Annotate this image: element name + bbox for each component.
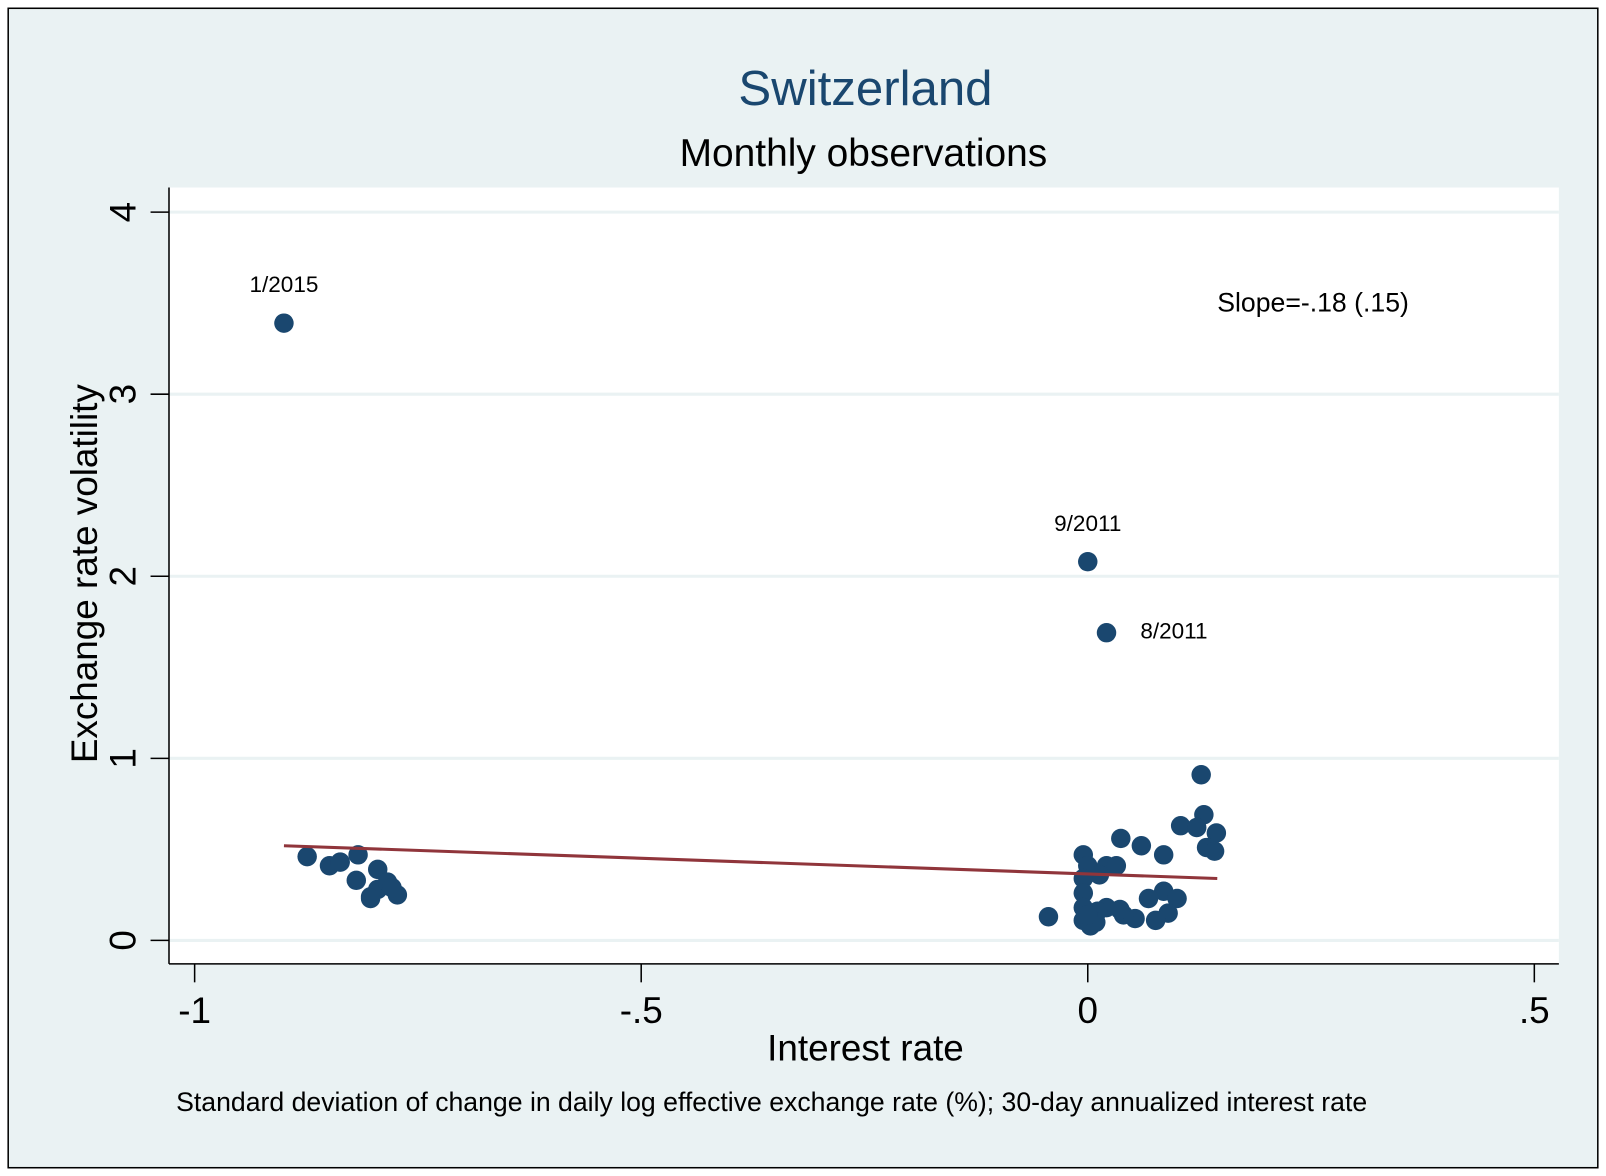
x-tick-label: 0 xyxy=(1078,990,1099,1031)
fit-line xyxy=(283,844,1218,881)
point xyxy=(1191,764,1211,785)
point xyxy=(1206,823,1227,843)
x-axis-label: Interest rate xyxy=(767,1028,964,1069)
y-tick-label: 2 xyxy=(103,566,144,587)
point xyxy=(1167,888,1187,909)
y-tick-label: 1 xyxy=(103,748,144,768)
point-label: 9/2011 xyxy=(1054,511,1121,536)
point-label: 8/2011 xyxy=(1140,619,1207,644)
y-tick-label: 0 xyxy=(103,930,144,951)
point xyxy=(274,313,294,333)
point xyxy=(1170,815,1191,836)
point xyxy=(1111,828,1131,849)
point xyxy=(1186,817,1207,838)
point xyxy=(1038,907,1059,927)
point xyxy=(1078,551,1098,572)
slope-annotation: Slope=-.18 (.15) xyxy=(1217,287,1409,317)
point xyxy=(1153,845,1174,865)
chart-title: Switzerland xyxy=(738,61,992,116)
y-tick-label: 4 xyxy=(103,202,144,223)
point xyxy=(1138,888,1159,909)
x-tick-label: -.5 xyxy=(620,990,663,1031)
point-label: 1/2015 xyxy=(250,272,319,297)
note: Standard deviation of change in daily lo… xyxy=(176,1087,1367,1117)
y-axis-label: Exchange rate volatility xyxy=(64,384,105,764)
x-tick-label: -1 xyxy=(178,990,211,1031)
y-tick-label: 3 xyxy=(103,384,144,405)
point xyxy=(1078,905,1098,925)
point xyxy=(1096,622,1117,643)
point xyxy=(1106,856,1127,876)
point xyxy=(360,888,381,909)
point xyxy=(1131,835,1152,856)
point xyxy=(297,846,317,867)
point xyxy=(330,852,350,872)
point xyxy=(382,877,402,898)
chart-subtitle: Monthly observations xyxy=(680,132,1048,175)
point xyxy=(1073,883,1094,903)
point xyxy=(1145,910,1166,931)
point xyxy=(1204,841,1225,861)
point xyxy=(346,870,367,891)
x-tick-label: .5 xyxy=(1519,990,1550,1031)
